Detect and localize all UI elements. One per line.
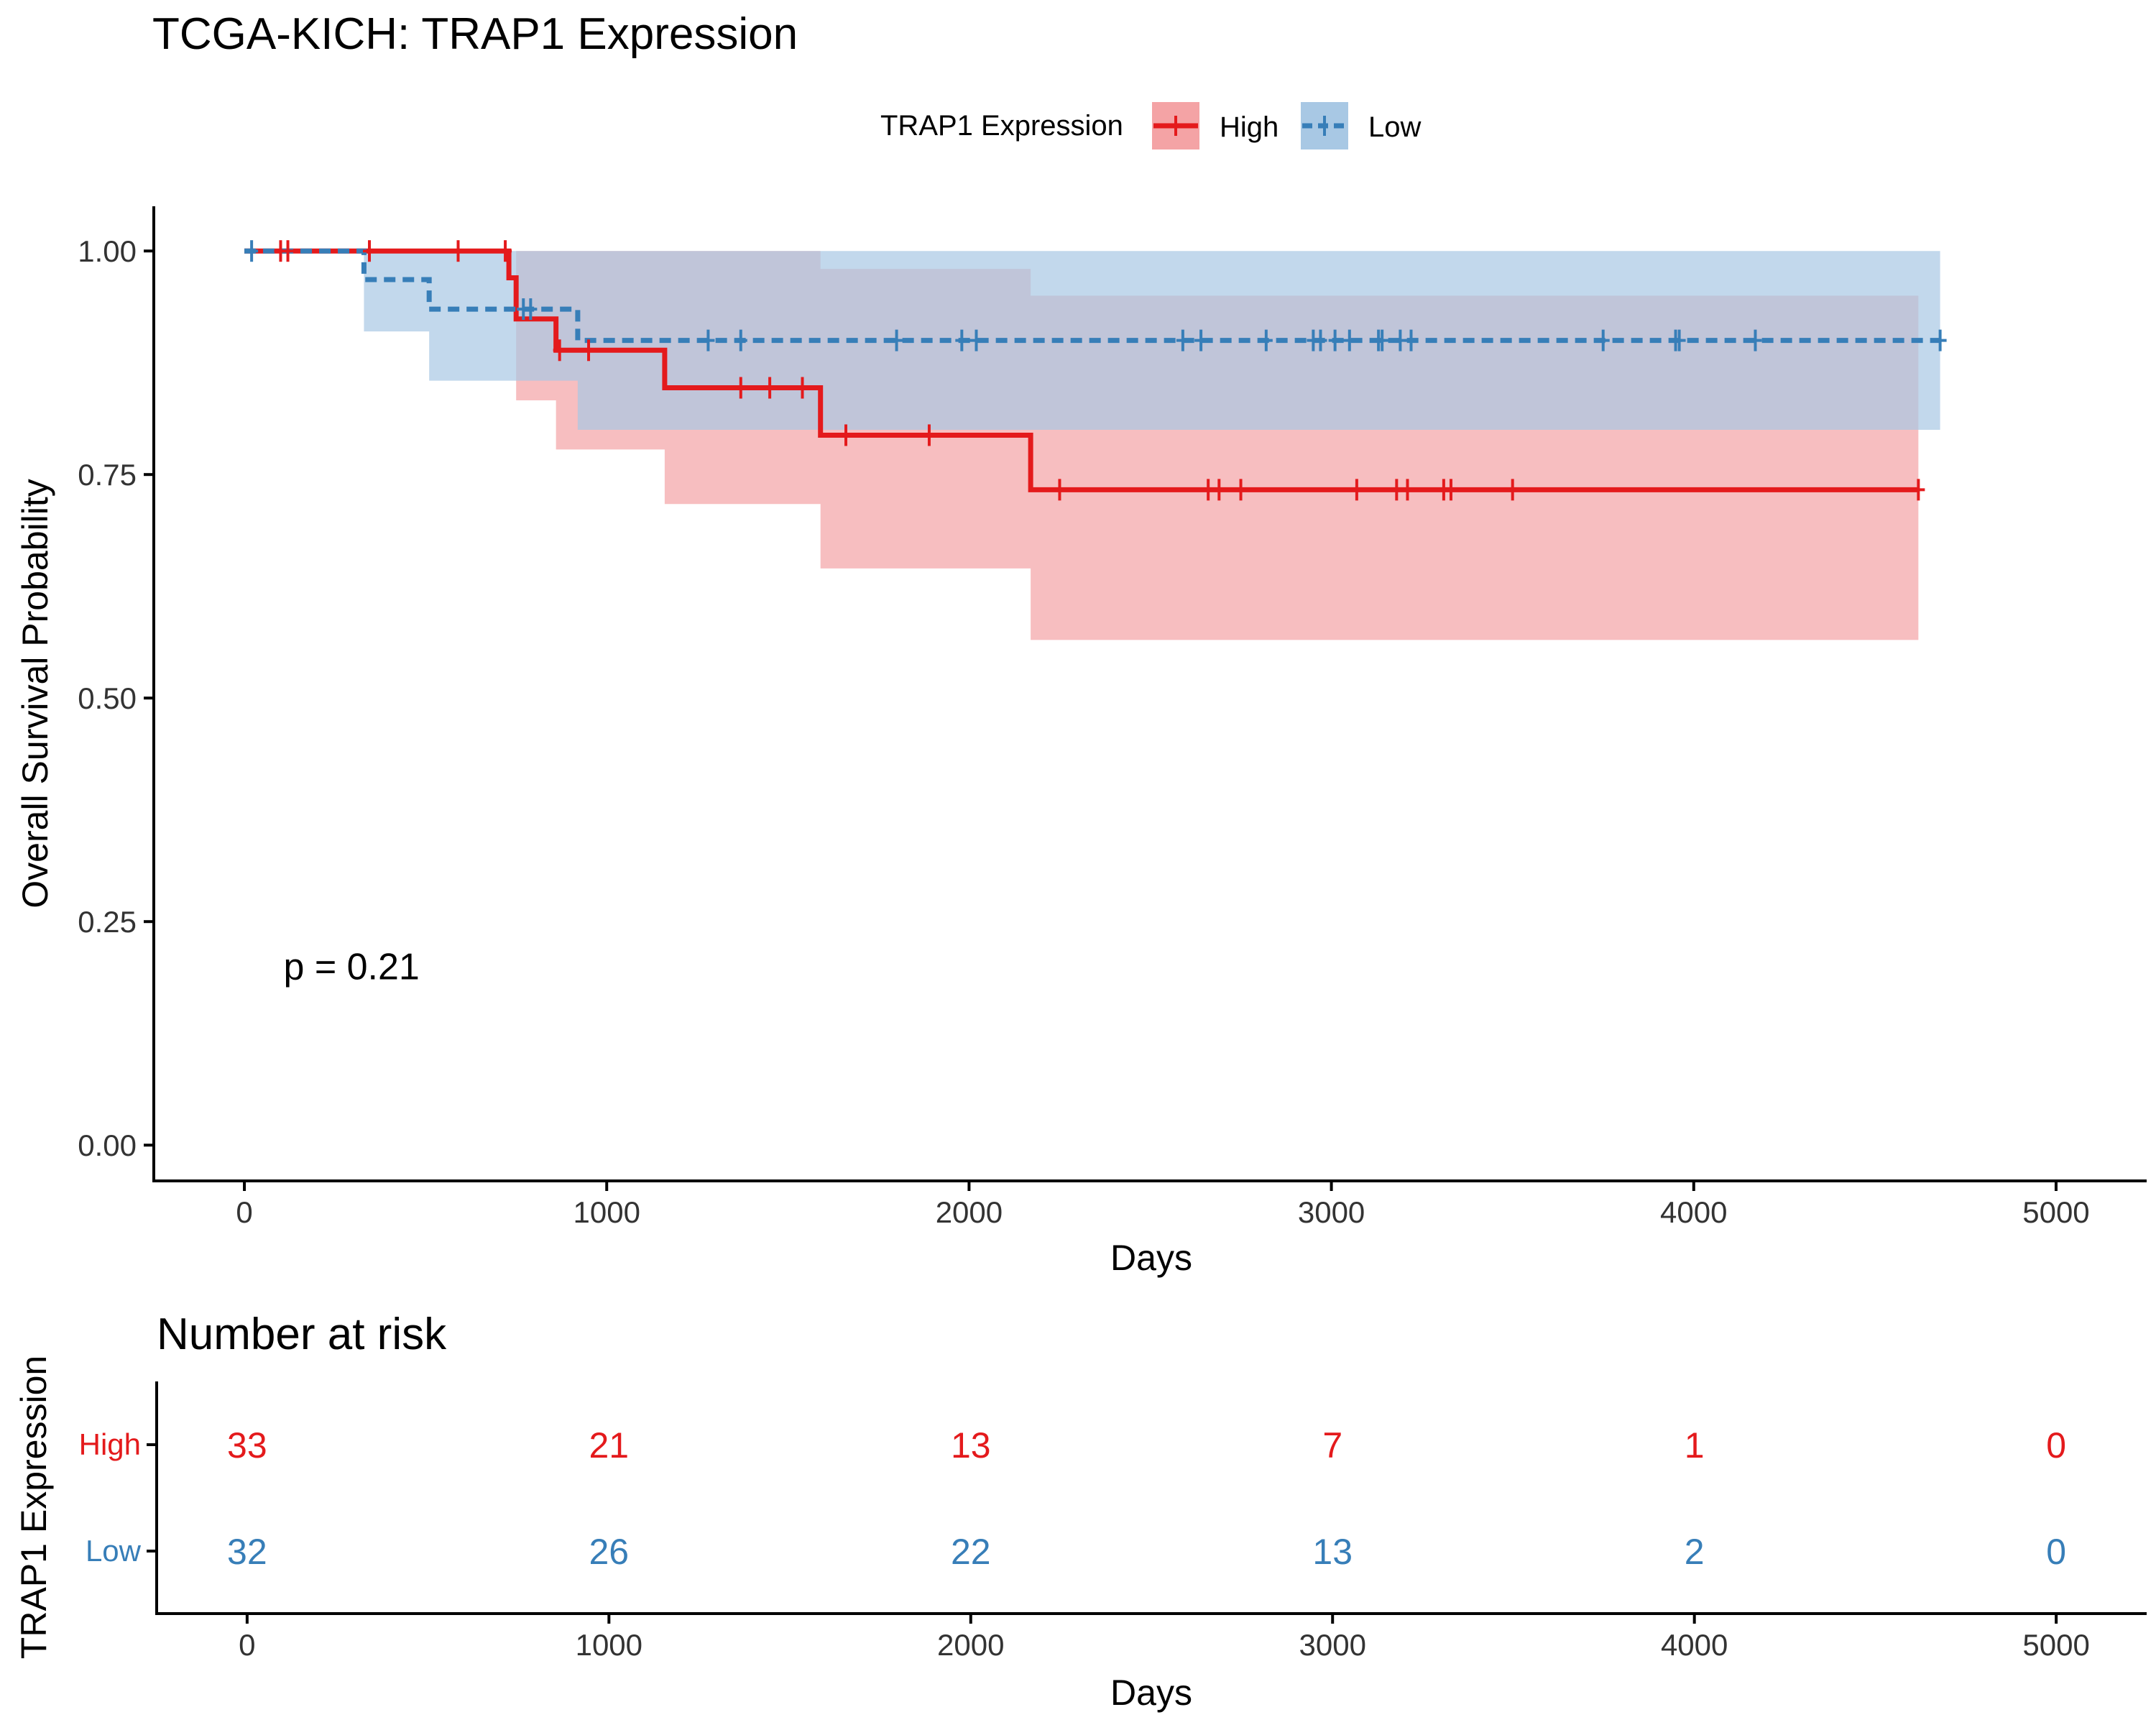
risk-cell: 7 — [1322, 1425, 1342, 1466]
legend-key-low — [1301, 102, 1348, 150]
confidence-bands — [244, 251, 1940, 640]
risk-x-tick-label: 2000 — [937, 1628, 1004, 1662]
risk-x-axis-ticks: 0 1000 2000 3000 4000 5000 — [239, 1614, 2090, 1662]
risk-cell: 13 — [951, 1425, 991, 1466]
x-tick-label: 4000 — [1660, 1195, 1727, 1229]
risk-row-label-low: Low — [86, 1534, 142, 1568]
risk-table: Number at risk High 33 21 13 7 1 0 Low 32 26 22 13 2… — [14, 1310, 2147, 1713]
legend: TRAP1 Expression High Low — [880, 102, 1421, 150]
risk-cell: 0 — [2046, 1425, 2066, 1466]
risk-y-axis-label: TRAP1 Expression — [14, 1356, 54, 1659]
risk-cell: 33 — [227, 1425, 267, 1466]
legend-label-high: High — [1220, 111, 1279, 143]
risk-row-label-high: High — [79, 1427, 141, 1461]
survival-plot: 0.00 0.25 0.50 0.75 1.00 0 1000 2000 3000 4000 50… — [15, 206, 2147, 1278]
risk-x-tick-label: 4000 — [1661, 1628, 1728, 1662]
x-tick-label: 1000 — [573, 1195, 640, 1229]
censor-marks — [245, 240, 1947, 501]
risk-cell: 1 — [1685, 1425, 1705, 1466]
risk-cell: 26 — [589, 1532, 630, 1572]
risk-x-axis-label: Days — [1110, 1673, 1192, 1713]
risk-table-rows: High 33 21 13 7 1 0 Low 32 26 22 13 2 0 — [79, 1425, 2066, 1572]
risk-table-title: Number at risk — [157, 1310, 447, 1359]
chart-title: TCGA-KICH: TRAP1 Expression — [152, 9, 798, 59]
risk-x-tick-label: 0 — [239, 1628, 255, 1662]
x-tick-label: 3000 — [1298, 1195, 1365, 1229]
y-tick-label: 0.00 — [78, 1128, 137, 1162]
risk-cell: 32 — [227, 1532, 267, 1572]
y-tick-label: 0.25 — [78, 905, 137, 939]
risk-cell: 2 — [1685, 1532, 1705, 1572]
x-axis-label: Days — [1110, 1238, 1192, 1278]
y-axis-label: Overall Survival Probability — [15, 479, 55, 908]
p-value-annotation: p = 0.21 — [283, 946, 419, 988]
legend-key-high — [1152, 102, 1199, 150]
y-axis-ticks: 0.00 0.25 0.50 0.75 1.00 — [78, 234, 154, 1162]
risk-cell: 22 — [951, 1532, 991, 1572]
y-tick-label: 1.00 — [78, 234, 137, 268]
x-tick-label: 5000 — [2022, 1195, 2089, 1229]
x-axis-ticks: 0 1000 2000 3000 4000 5000 — [236, 1181, 2090, 1229]
y-tick-label: 0.50 — [78, 681, 137, 715]
legend-title: TRAP1 Expression — [880, 110, 1123, 142]
risk-cell: 13 — [1312, 1532, 1353, 1572]
risk-cell: 0 — [2046, 1532, 2066, 1572]
legend-label-low: Low — [1368, 111, 1421, 143]
x-tick-label: 0 — [236, 1195, 252, 1229]
curve-low — [244, 248, 1940, 344]
y-tick-label: 0.75 — [78, 458, 137, 492]
risk-x-tick-label: 5000 — [2022, 1628, 2089, 1662]
risk-x-tick-label: 1000 — [576, 1628, 642, 1662]
risk-cell: 21 — [589, 1425, 630, 1466]
x-tick-label: 2000 — [936, 1195, 1003, 1229]
risk-x-tick-label: 3000 — [1299, 1628, 1366, 1662]
